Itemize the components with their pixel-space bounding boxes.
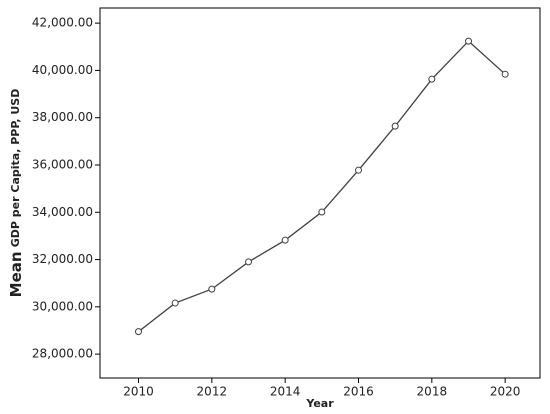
- y-tick-label: 34,000.00: [32, 205, 93, 219]
- y-tick-label: 36,000.00: [32, 157, 93, 171]
- x-tick-label: 2010: [123, 385, 154, 399]
- marker: [281, 236, 289, 244]
- y-tick-label: 38,000.00: [32, 110, 93, 124]
- x-tick-label: 2014: [270, 385, 301, 399]
- x-tick-label: 2012: [197, 385, 228, 399]
- marker: [501, 70, 509, 78]
- x-tick-label: 2020: [490, 385, 521, 399]
- x-axis-label: Year: [305, 397, 334, 410]
- x-tick-label: 2018: [417, 385, 448, 399]
- marker: [171, 299, 179, 307]
- y-label-text: GDP per Capita, PPP, USD: [9, 89, 22, 248]
- marker: [355, 166, 362, 174]
- plot-frame: [99, 7, 541, 379]
- y-tick-label: 42,000.00: [32, 16, 93, 30]
- marker: [208, 285, 216, 293]
- marker: [465, 37, 472, 45]
- marker: [318, 208, 326, 216]
- y-label-prefix: Mean: [7, 251, 25, 297]
- y-axis-label: Mean GDP per Capita, PPP, USD: [7, 89, 25, 298]
- marker: [391, 122, 399, 130]
- y-tick-label: 32,000.00: [32, 252, 93, 266]
- marker: [135, 328, 142, 336]
- y-tick-label: 30,000.00: [32, 299, 93, 313]
- y-tick-label: 28,000.00: [32, 347, 93, 361]
- marker: [428, 75, 436, 83]
- x-tick-label: 2016: [343, 385, 374, 399]
- marker: [245, 258, 252, 266]
- y-tick-label: 40,000.00: [32, 63, 93, 77]
